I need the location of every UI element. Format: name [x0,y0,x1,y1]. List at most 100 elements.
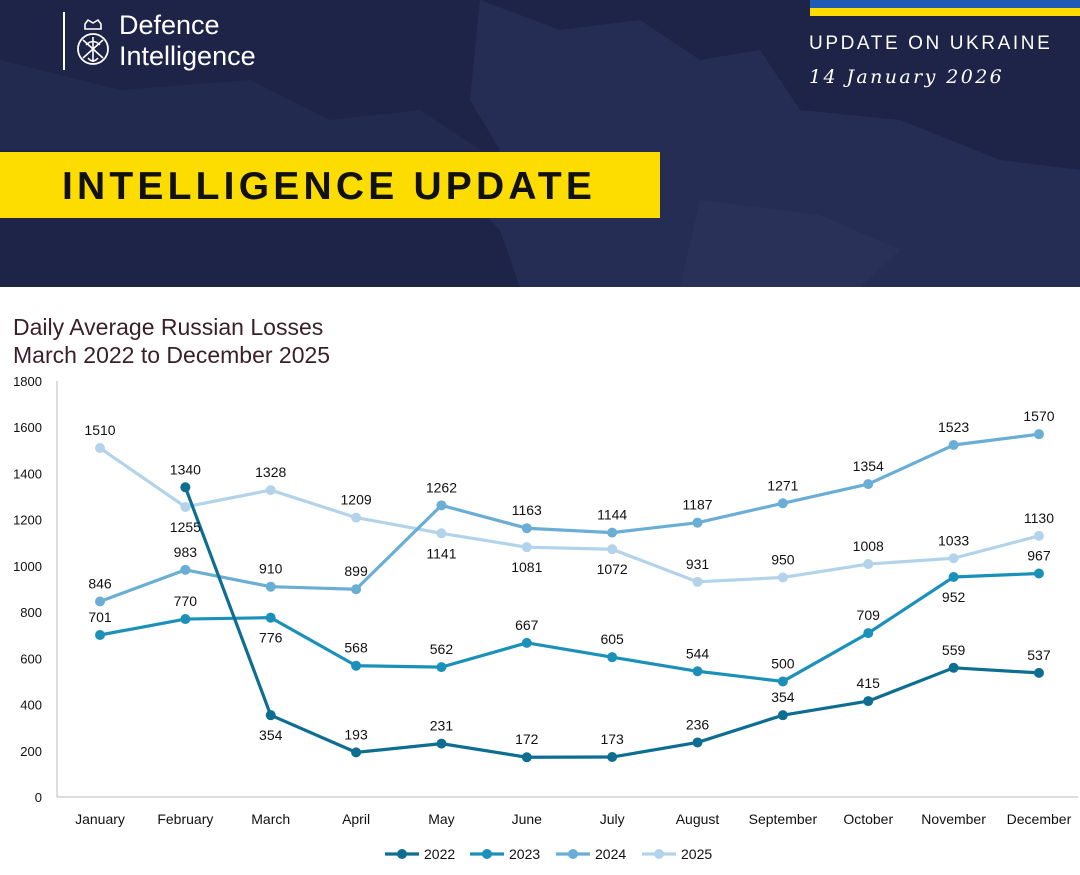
data-point-2022 [863,696,874,707]
data-label-2025: 1510 [84,422,115,438]
data-point-2024 [95,596,105,607]
data-point-2023 [521,637,532,648]
data-point-2022 [180,482,191,493]
data-point-2022 [948,662,959,673]
data-point-2024 [692,517,703,528]
legend-marker-2023 [482,849,492,859]
data-point-2024 [265,581,276,592]
line-chart: 0 200 400 600 800 1000 1200 1400 1600 1800 January… [13,374,1078,862]
defence-intelligence-crest-icon [77,18,109,65]
data-point-2025 [777,572,788,583]
data-label-2024: 1354 [853,458,884,474]
y-tick-label: 1200 [13,513,42,528]
data-point-2024 [521,523,532,534]
x-tick-label: August [676,811,720,827]
y-tick-label: 600 [20,651,42,666]
x-tick-label: November [921,811,986,827]
data-label-2022: 354 [771,689,795,705]
data-point-2022 [692,737,703,748]
data-label-2022: 193 [344,726,368,742]
data-label-2025: 1008 [853,538,884,554]
legend-label-2023: 2023 [509,846,540,862]
data-label-2022: 231 [430,718,454,734]
x-tick-label: May [428,811,454,827]
y-tick-label: 400 [20,698,42,713]
data-label-2025: 1072 [597,561,628,577]
data-point-2023 [1033,568,1044,579]
chart-title: Daily Average Russian Losses [13,314,324,340]
data-label-2024: 1163 [512,502,542,518]
x-tick-label: September [749,811,818,827]
data-label-2022: 537 [1027,647,1051,663]
x-tick-label: January [75,811,125,827]
y-tick-label: 1000 [13,559,42,574]
data-label-2023: 770 [174,593,198,609]
data-point-2025 [521,542,532,553]
data-label-2024: 899 [344,563,368,579]
data-label-2023: 667 [515,617,539,633]
data-point-2022 [777,710,788,721]
data-label-2023: 701 [88,609,112,625]
ukraine-flag-stripe [810,0,1080,16]
data-label-2022: 172 [515,731,539,747]
data-point-2023 [180,614,191,625]
data-label-2025: 1081 [511,559,542,575]
x-tick-label: July [600,811,625,827]
data-point-2025 [436,528,447,539]
data-point-2024 [863,479,874,490]
data-label-2024: 1262 [426,479,457,495]
data-label-2024: 846 [88,575,112,591]
org-name-line2: Intelligence [119,41,256,71]
data-label-2023: 500 [771,655,795,671]
x-tick-label: February [157,811,213,827]
x-tick-label: December [1007,811,1072,827]
data-point-2023 [777,676,788,687]
data-label-2025: 1255 [170,519,201,535]
data-point-2025 [607,544,618,555]
y-tick-label: 0 [35,790,42,805]
data-point-2024 [948,440,959,451]
legend-label-2025: 2025 [681,846,712,862]
data-point-2022 [265,710,276,721]
chart-subtitle: March 2022 to December 2025 [13,342,331,368]
data-point-2024 [180,564,191,575]
legend-marker-2025 [654,849,664,859]
chart-title-block: Daily Average Russian Losses March 2022 … [13,313,330,369]
data-point-2025 [180,501,191,512]
data-point-2022 [1033,667,1044,678]
data-point-2024 [607,527,618,538]
data-label-2024: 910 [259,561,283,577]
legend-label-2024: 2024 [595,846,626,862]
data-label-2025: 1130 [1024,510,1054,526]
series-line-2024 [99,432,1040,603]
data-point-2023 [863,628,874,639]
series-line-2025 [99,446,1040,584]
intelligence-update-banner: INTELLIGENCE UPDATE [0,152,660,218]
data-point-2025 [351,512,362,523]
data-label-2023: 967 [1027,548,1051,564]
data-label-2024: 1523 [938,419,969,435]
data-label-2024: 1187 [682,497,712,513]
data-point-2022 [351,747,362,758]
y-tick-label: 200 [20,744,42,759]
data-label-2022: 559 [942,642,966,658]
data-label-2025: 1328 [255,464,286,480]
logo-divider [63,12,65,70]
data-point-2024 [351,584,362,595]
data-label-2024: 1144 [597,507,627,523]
series-line-2023 [99,571,1040,684]
data-point-2024 [777,498,788,509]
data-label-2024: 1570 [1023,408,1054,424]
data-point-2023 [436,662,447,673]
data-label-2025: 1209 [341,492,372,508]
data-label-2024: 1271 [767,477,798,493]
data-point-2025 [692,576,703,587]
org-name-line1: Defence [119,10,220,40]
data-point-2025 [1033,530,1044,541]
data-point-2023 [948,571,959,582]
y-tick-label: 800 [20,605,42,620]
banner-title: INTELLIGENCE UPDATE [62,165,597,208]
data-point-2025 [863,559,874,570]
x-tick-label: October [843,811,893,827]
data-label-2022: 354 [259,727,283,743]
